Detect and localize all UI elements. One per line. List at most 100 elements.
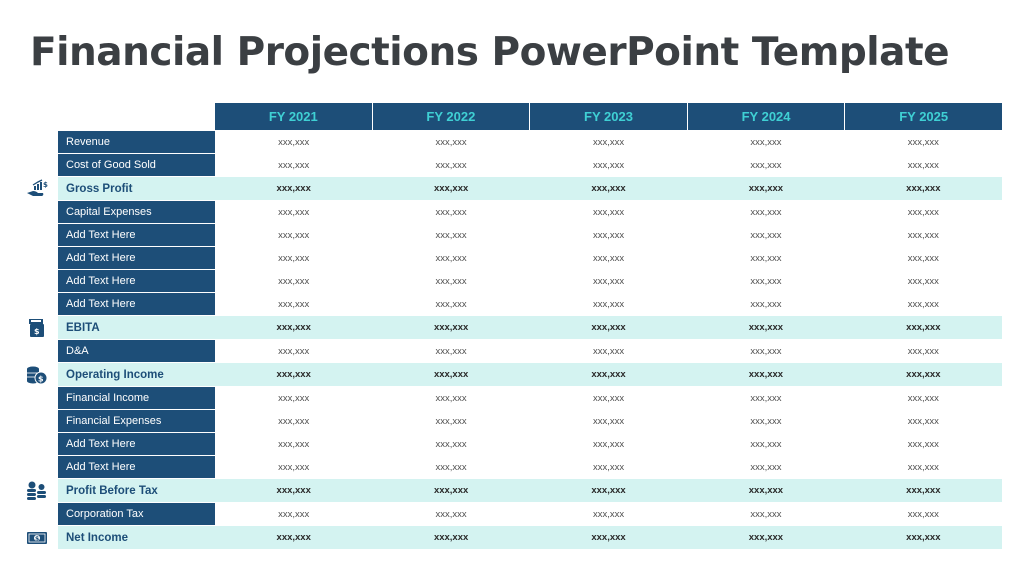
value-cell: xxx,xxx — [529, 247, 688, 270]
value-cell: xxx,xxx — [372, 154, 530, 177]
hand-growth-chart-icon: $ — [26, 179, 48, 199]
page-title: Financial Projections PowerPoint Templat… — [30, 30, 950, 75]
row-label: Add Text Here — [58, 224, 215, 247]
value-cell: xxx,xxx — [529, 363, 688, 387]
coin-stacks-icon — [26, 481, 48, 501]
projections-table: Revenue xxx,xxx xxx,xxx xxx,xxx xxx,xxx xxx,x… — [0, 131, 1024, 550]
value-cell: xxx,xxx — [372, 363, 530, 387]
value-cell: xxx,xxx — [687, 479, 845, 503]
year-header-cell: FY 2024 — [687, 103, 846, 130]
value-cell: xxx,xxx — [844, 387, 1003, 410]
value-cell: xxx,xxx — [687, 363, 845, 387]
cash-register-icon: $ — [26, 318, 48, 338]
value-cell: xxx,xxx — [372, 270, 530, 293]
value-cell: xxx,xxx — [372, 247, 530, 270]
value-cell: xxx,xxx — [844, 479, 1003, 503]
row-label: Add Text Here — [58, 456, 215, 479]
value-cell: xxx,xxx — [687, 456, 845, 479]
value-cell: xxx,xxx — [529, 177, 688, 201]
row-label: Gross Profit — [58, 177, 215, 201]
value-cell: xxx,xxx — [372, 503, 530, 526]
year-header-cell: FY 2021 — [215, 103, 373, 130]
table-row: D&A xxx,xxx xxx,xxx xxx,xxx xxx,xxx xxx,xxx — [0, 340, 1024, 363]
value-cell: xxx,xxx — [372, 293, 530, 316]
value-cell: xxx,xxx — [844, 316, 1003, 340]
table-row: Revenue xxx,xxx xxx,xxx xxx,xxx xxx,xxx xxx,x… — [0, 131, 1024, 154]
summary-row: $ EBITA xxx,xxx xxx,xxx xxx,xxx xxx,xxx xxx,xx… — [0, 316, 1024, 340]
value-cell: xxx,xxx — [844, 177, 1003, 201]
value-cell: xxx,xxx — [529, 526, 688, 550]
value-cell: xxx,xxx — [844, 340, 1003, 363]
value-cell: xxx,xxx — [844, 131, 1003, 154]
value-cell: xxx,xxx — [844, 154, 1003, 177]
value-cell: xxx,xxx — [372, 433, 530, 456]
value-cell: xxx,xxx — [529, 456, 688, 479]
value-cell: xxx,xxx — [529, 387, 688, 410]
value-cell: xxx,xxx — [372, 201, 530, 224]
value-cell: xxx,xxx — [844, 224, 1003, 247]
value-cell: xxx,xxx — [215, 433, 373, 456]
svg-text:$: $ — [34, 327, 40, 336]
value-cell: xxx,xxx — [529, 479, 688, 503]
value-cell: xxx,xxx — [687, 410, 845, 433]
value-cell: xxx,xxx — [215, 456, 373, 479]
table-row: Capital Expenses xxx,xxx xxx,xxx xxx,xxx xxx… — [0, 201, 1024, 224]
row-label: Add Text Here — [58, 433, 215, 456]
value-cell: xxx,xxx — [844, 363, 1003, 387]
summary-row: $ Gross Profit xxx,xxx xxx,xxx xxx,xxx xxx,xx… — [0, 177, 1024, 201]
value-cell: xxx,xxx — [372, 456, 530, 479]
row-label: Net Income — [58, 526, 215, 550]
value-cell: xxx,xxx — [687, 154, 845, 177]
value-cell: xxx,xxx — [687, 316, 845, 340]
row-label: Revenue — [58, 131, 215, 154]
value-cell: xxx,xxx — [687, 433, 845, 456]
summary-row: Profit Before Tax xxx,xxx xxx,xxx xxx,xxx xx… — [0, 479, 1024, 503]
value-cell: xxx,xxx — [215, 479, 373, 503]
value-cell: xxx,xxx — [215, 270, 373, 293]
value-cell: xxx,xxx — [372, 177, 530, 201]
value-cell: xxx,xxx — [215, 177, 373, 201]
table-row: Corporation Tax xxx,xxx xxx,xxx xxx,xxx xxx,… — [0, 503, 1024, 526]
value-cell: xxx,xxx — [215, 340, 373, 363]
value-cell: xxx,xxx — [215, 363, 373, 387]
table-row: Add Text Here xxx,xxx xxx,xxx xxx,xxx xxx,xx… — [0, 270, 1024, 293]
value-cell: xxx,xxx — [215, 387, 373, 410]
table-row: Add Text Here xxx,xxx xxx,xxx xxx,xxx xxx,xx… — [0, 293, 1024, 316]
value-cell: xxx,xxx — [844, 201, 1003, 224]
table-row: Add Text Here xxx,xxx xxx,xxx xxx,xxx xxx,xx… — [0, 247, 1024, 270]
cash-bill-icon: $ — [26, 528, 48, 548]
value-cell: xxx,xxx — [687, 340, 845, 363]
value-cell: xxx,xxx — [529, 131, 688, 154]
year-header-cell: FY 2022 — [372, 103, 531, 130]
value-cell: xxx,xxx — [687, 387, 845, 410]
value-cell: xxx,xxx — [529, 503, 688, 526]
value-cell: xxx,xxx — [687, 131, 845, 154]
value-cell: xxx,xxx — [844, 270, 1003, 293]
value-cell: xxx,xxx — [529, 293, 688, 316]
value-cell: xxx,xxx — [372, 410, 530, 433]
value-cell: xxx,xxx — [844, 247, 1003, 270]
table-row: Financial Expenses xxx,xxx xxx,xxx xxx,xxx x… — [0, 410, 1024, 433]
row-label: Add Text Here — [58, 293, 215, 316]
value-cell: xxx,xxx — [372, 526, 530, 550]
value-cell: xxx,xxx — [372, 340, 530, 363]
row-label: Operating Income — [58, 363, 215, 387]
row-label: Financial Expenses — [58, 410, 215, 433]
svg-text:$: $ — [38, 375, 44, 384]
value-cell: xxx,xxx — [844, 503, 1003, 526]
value-cell: xxx,xxx — [215, 503, 373, 526]
row-label: Financial Income — [58, 387, 215, 410]
value-cell: xxx,xxx — [215, 131, 373, 154]
value-cell: xxx,xxx — [687, 526, 845, 550]
year-header-row: FY 2021 FY 2022 FY 2023 FY 2024 FY 2025 — [215, 103, 1002, 130]
value-cell: xxx,xxx — [215, 201, 373, 224]
value-cell: xxx,xxx — [215, 224, 373, 247]
value-cell: xxx,xxx — [215, 247, 373, 270]
value-cell: xxx,xxx — [529, 154, 688, 177]
summary-row: $ Net Income xxx,xxx xxx,xxx xxx,xxx xxx,xxx x… — [0, 526, 1024, 550]
value-cell: xxx,xxx — [687, 503, 845, 526]
value-cell: xxx,xxx — [844, 293, 1003, 316]
value-cell: xxx,xxx — [844, 433, 1003, 456]
value-cell: xxx,xxx — [687, 224, 845, 247]
row-label: Add Text Here — [58, 270, 215, 293]
